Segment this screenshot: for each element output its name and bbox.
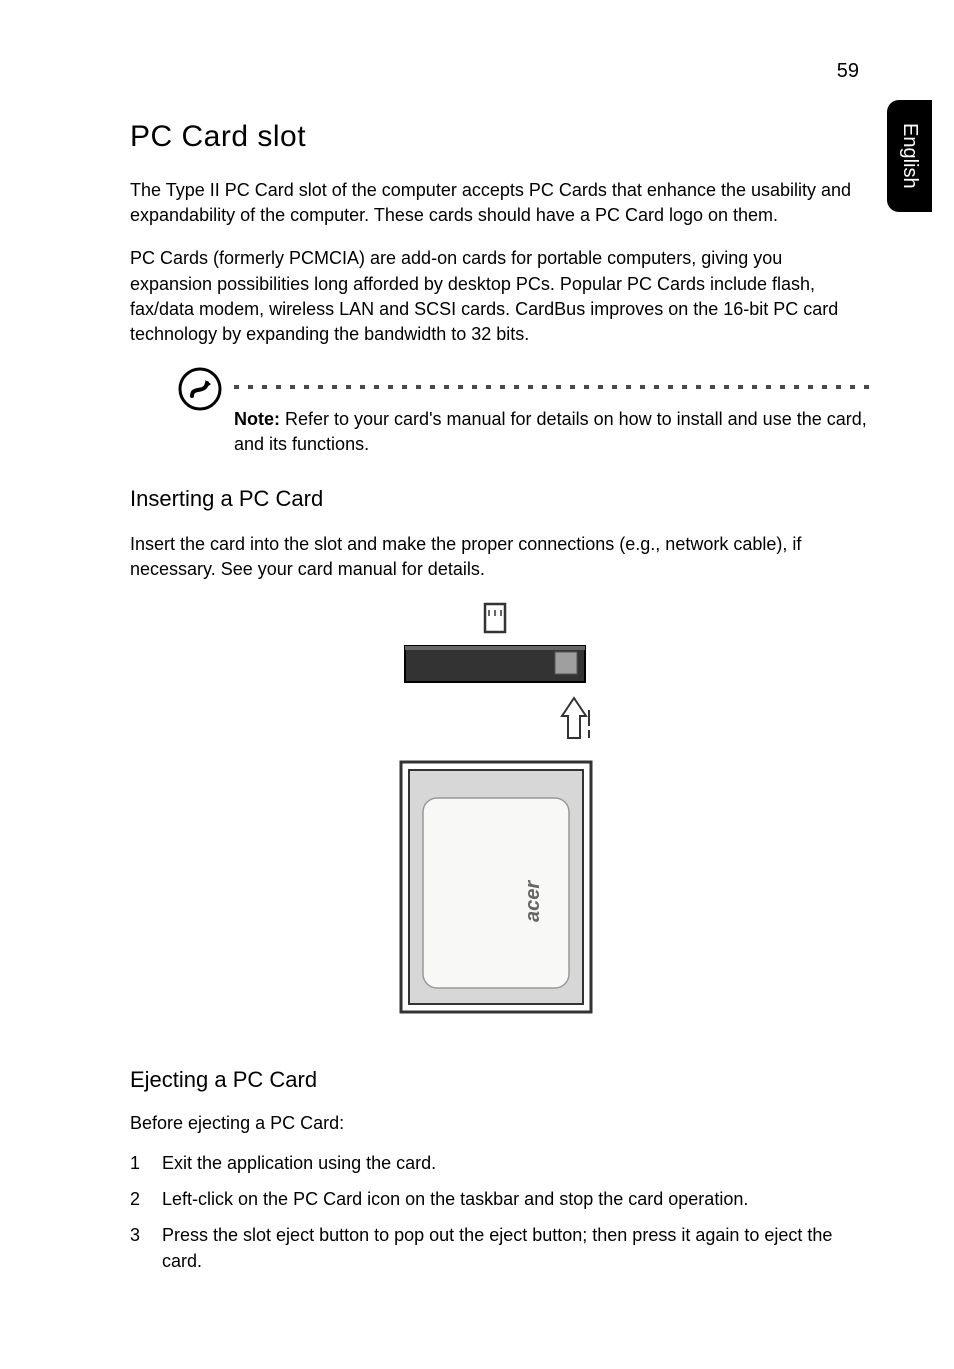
inserting-title: Inserting a PC Card [130, 486, 864, 512]
step-number: 3 [130, 1222, 162, 1274]
list-item: 1 Exit the application using the card. [130, 1150, 864, 1176]
svg-text:acer: acer [522, 880, 544, 922]
intro-paragraph-2: PC Cards (formerly PCMCIA) are add-on ca… [130, 246, 864, 347]
note-body: Refer to your card's manual for details … [234, 409, 867, 454]
ejecting-title: Ejecting a PC Card [130, 1067, 864, 1093]
ejecting-steps: 1 Exit the application using the card. 2… [130, 1150, 864, 1274]
note-text: Note: Refer to your card's manual for de… [234, 407, 874, 457]
pc-card-figure: acer [130, 602, 864, 1027]
step-text: Press the slot eject button to pop out t… [162, 1222, 864, 1274]
ejecting-intro: Before ejecting a PC Card: [130, 1113, 864, 1134]
note-content: Note: Refer to your card's manual for de… [234, 367, 874, 457]
intro-paragraph-1: The Type II PC Card slot of the computer… [130, 178, 864, 228]
step-text: Exit the application using the card. [162, 1150, 864, 1176]
step-number: 1 [130, 1150, 162, 1176]
note-label: Note: [234, 409, 280, 429]
note-icon [178, 367, 228, 457]
step-text: Left-click on the PC Card icon on the ta… [162, 1186, 864, 1212]
note-block: Note: Refer to your card's manual for de… [178, 367, 864, 457]
step-number: 2 [130, 1186, 162, 1212]
dashed-line [234, 377, 874, 395]
list-item: 2 Left-click on the PC Card icon on the … [130, 1186, 864, 1212]
page-number: 59 [837, 60, 859, 83]
section-title: PC Card slot [130, 120, 864, 154]
language-tab-label: English [898, 123, 921, 189]
language-tab: English [887, 100, 932, 212]
inserting-body: Insert the card into the slot and make t… [130, 532, 864, 582]
list-item: 3 Press the slot eject button to pop out… [130, 1222, 864, 1274]
